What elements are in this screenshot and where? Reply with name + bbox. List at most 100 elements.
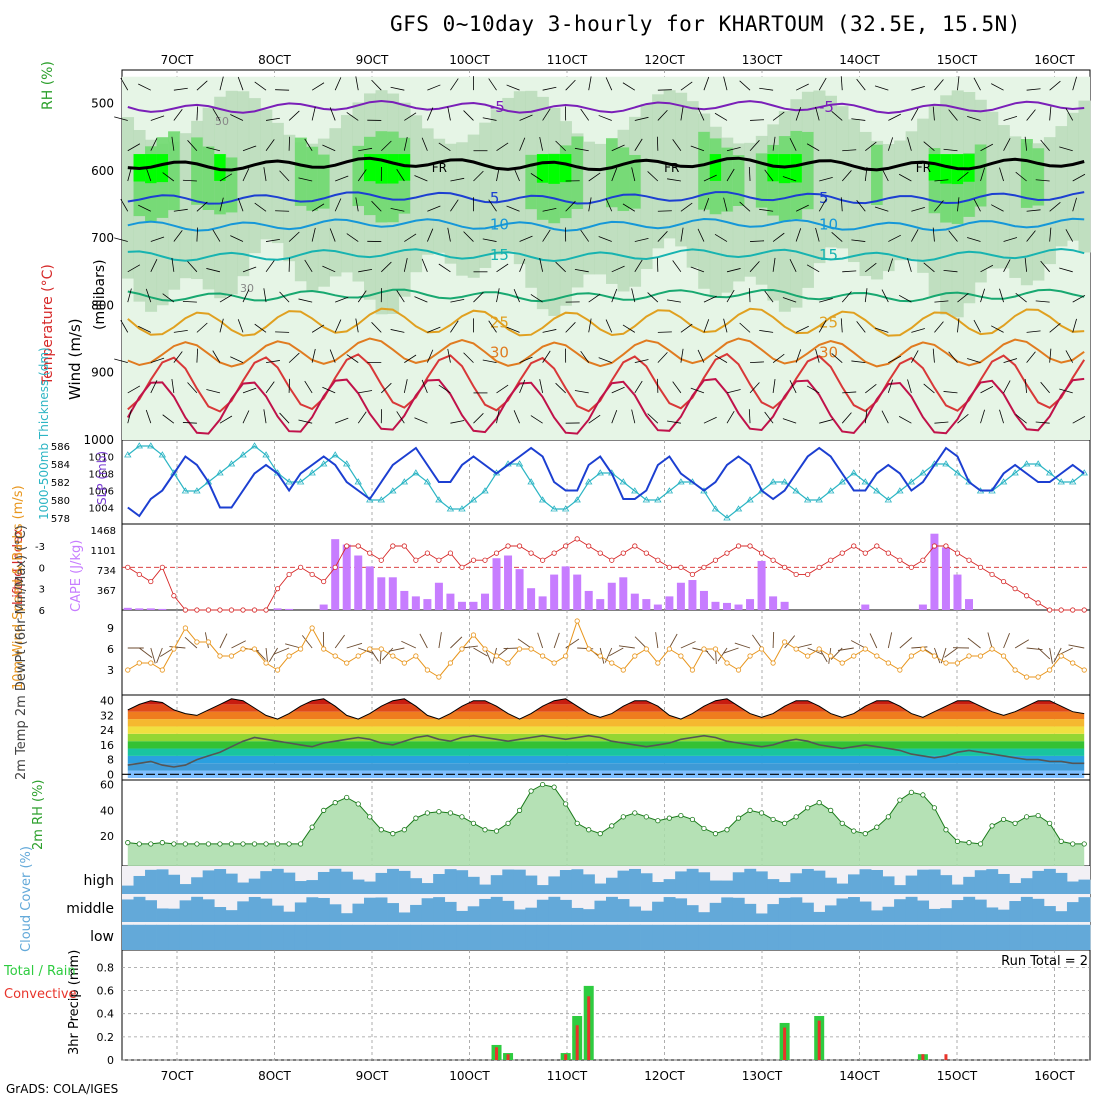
bottom-tick-label: 9OCT <box>356 1069 389 1083</box>
wind-barb <box>865 383 877 394</box>
thickness-line-point <box>631 487 639 494</box>
cloud-cell <box>122 924 134 950</box>
wind-barb <box>690 387 705 394</box>
cloud-cell <box>387 924 399 950</box>
surface-wind-barb <box>1053 647 1062 663</box>
wind-barb <box>680 106 684 121</box>
wind-barb <box>980 288 985 303</box>
wind-barb <box>1015 292 1027 303</box>
wind-barb <box>1072 318 1077 333</box>
rh-line-point <box>367 814 373 820</box>
wind-barb <box>703 197 710 212</box>
wind-barb <box>864 167 868 182</box>
precip-conv-bar <box>587 996 591 1060</box>
thickness-line-point <box>919 469 927 476</box>
cloud-cell <box>836 898 849 922</box>
wind-barb <box>1003 259 1011 273</box>
wind-barb <box>311 106 316 121</box>
ylabel-temp2m: 2m Temp 2m DewPt (6hr Min/Max) (°C) <box>14 525 29 780</box>
cloud-cell <box>824 877 837 894</box>
wind-speed-line-point <box>609 660 615 666</box>
wind-barb <box>957 76 960 91</box>
surface-wind-barb <box>1068 644 1085 649</box>
wind-barb <box>703 76 710 91</box>
wind-barb <box>739 322 751 333</box>
cloud-cell <box>917 924 930 950</box>
wind-barb <box>999 409 1004 424</box>
cape-bar <box>457 601 466 610</box>
wind-barb <box>1049 106 1052 121</box>
wind-barb <box>311 348 316 363</box>
lifted-index-line <box>127 538 1085 611</box>
wind-barb <box>957 292 969 303</box>
wind-speed-line-point <box>712 646 719 652</box>
wind-barb <box>888 113 901 121</box>
cloud-cell <box>675 871 688 894</box>
wind-barb <box>1026 351 1036 363</box>
wind-barb <box>819 419 833 424</box>
wind-barb <box>1040 139 1050 151</box>
thickness-line-point <box>285 478 293 485</box>
wind-barb <box>697 228 705 242</box>
credit-label: GrADS: COLA/IGES <box>6 1082 119 1096</box>
wind-barb <box>219 318 224 333</box>
wind-speed-line-point <box>920 646 926 652</box>
rh-line-point <box>205 841 212 847</box>
wind-barb <box>991 204 1004 212</box>
wind-speed-line <box>127 619 1085 678</box>
cloud-cell <box>871 910 883 922</box>
rh-line-point <box>989 823 995 829</box>
cloud-level-label: middle <box>66 901 114 917</box>
wind-barb <box>841 412 852 424</box>
wind-barb <box>1026 209 1041 212</box>
lifted-index-line-point <box>1024 593 1030 599</box>
cloud-cell <box>1043 924 1056 950</box>
surface-wind-barb <box>274 647 290 655</box>
wind-barb <box>542 229 551 242</box>
temp-tick-label: 0 <box>107 768 114 781</box>
wind-barb <box>888 234 901 242</box>
rh-line-point <box>413 815 419 821</box>
wind-barb <box>1049 80 1061 91</box>
cloud-cell <box>859 901 872 922</box>
lifted-index-line-point <box>563 543 569 549</box>
rh-shade-mid <box>848 119 861 263</box>
wind-barb <box>667 420 681 424</box>
wind-barb <box>334 198 342 212</box>
cloud-cell <box>536 924 549 950</box>
wind-barb <box>1024 257 1028 272</box>
wind-barb <box>898 416 912 424</box>
wind-barb <box>934 321 944 333</box>
wind-barb <box>138 325 151 333</box>
wind-barb <box>187 140 198 151</box>
thickness-line-point <box>262 451 270 458</box>
dewpoint-line <box>127 734 1085 768</box>
rh-line-point <box>908 789 914 795</box>
wind-speed-line-point <box>321 646 327 652</box>
rh-shade-high <box>801 131 814 210</box>
wind-speed-line-point <box>401 660 407 666</box>
wind-barb <box>120 320 129 333</box>
cloud-cell <box>421 898 434 922</box>
wind-barb <box>1003 237 1018 242</box>
wind-barb <box>1015 414 1027 424</box>
thickness-line-point <box>147 442 155 449</box>
wind-speed-line-point <box>1058 653 1064 659</box>
rh-line-point <box>182 841 188 847</box>
wind-barb <box>182 422 197 424</box>
wind-barb <box>667 299 681 303</box>
wind-barb <box>795 325 809 333</box>
cloud-cell <box>1009 883 1022 894</box>
surface-wind-barb <box>634 636 647 649</box>
thickness-tick-label: 578 <box>51 514 70 525</box>
lifted-index-line-point <box>643 550 649 556</box>
cape-bar <box>515 569 524 610</box>
cape-bar <box>642 599 651 610</box>
rh-shade-high <box>1032 148 1045 206</box>
thickness-line-point <box>827 487 835 494</box>
wind-barb <box>999 288 1004 303</box>
lifted-index-line-point <box>540 557 546 563</box>
lifted-index-line-point <box>1012 586 1018 592</box>
thickness-line-point <box>538 496 547 503</box>
thickness-line-point <box>780 478 789 485</box>
